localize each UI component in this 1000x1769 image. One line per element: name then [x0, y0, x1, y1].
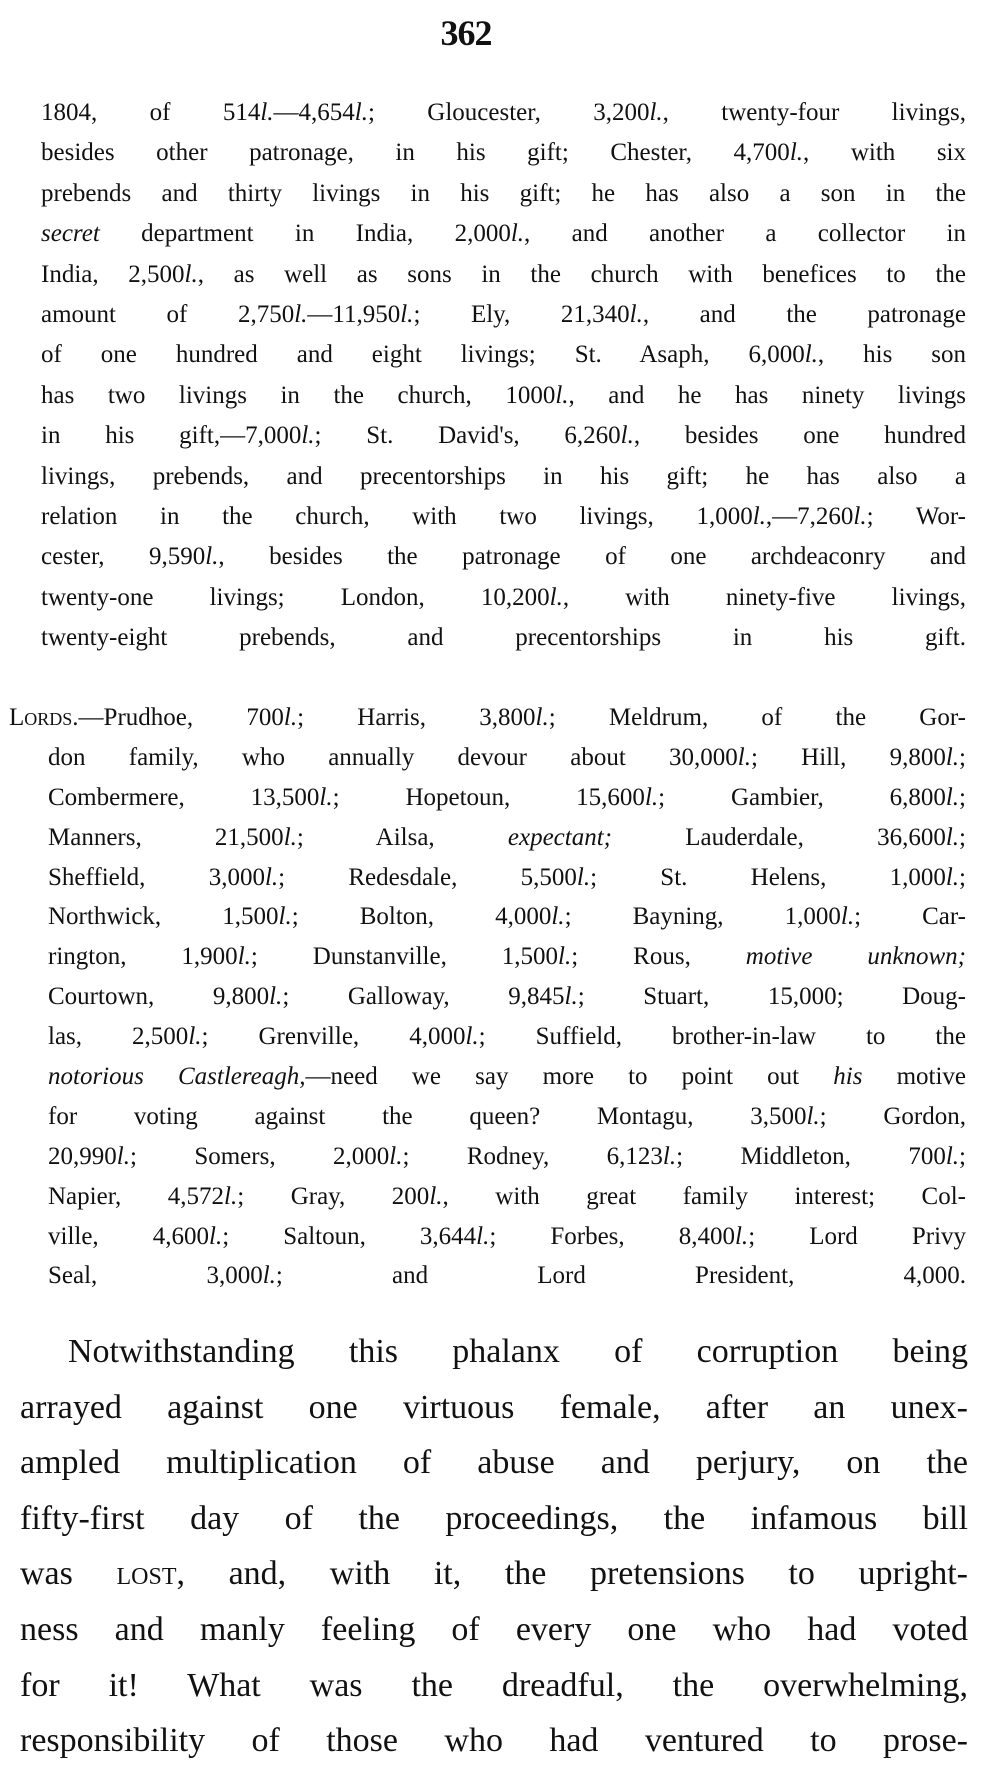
text-line: Napier, 4,572l.; Gray, 200l., with great…	[48, 1182, 966, 1210]
text-line: Manners, 21,500l.; Ailsa, expectant; Lau…	[48, 823, 966, 851]
text-line: for it! What was the dreadful, the overw…	[20, 1666, 968, 1704]
bishops-paragraph: 1804, of 514l.—4,654l.; Gloucester, 3,20…	[41, 93, 966, 658]
text-line: amount of 2,750l.—11,950l.; Ely, 21,340l…	[41, 300, 966, 328]
text-line: for voting against the queen? Montagu, 3…	[48, 1102, 966, 1130]
text-line: Lords.—Prudhoe, 700l.; Harris, 3,800l.; …	[9, 704, 966, 731]
text-line: secret department in India, 2,000l., and…	[41, 220, 966, 248]
text-line: cester, 9,590l., besides the patronage o…	[41, 543, 966, 571]
text-line: Notwithstanding this phalanx of corrupti…	[68, 1333, 968, 1370]
text-line: India, 2,500l., as well as sons in the c…	[41, 260, 966, 288]
text-line: Northwick, 1,500l.; Bolton, 4,000l.; Bay…	[48, 903, 966, 931]
text-line: Courtown, 9,800l.; Galloway, 9,845l.; St…	[48, 983, 966, 1011]
page-number: 362	[440, 13, 493, 53]
text-line: Seal, 3,000l.; and Lord President, 4,000…	[48, 1262, 966, 1290]
text-line: Sheffield, 3,000l.; Redesdale, 5,500l.; …	[48, 863, 966, 891]
text-line: ness and manly feeling of every one who …	[20, 1610, 968, 1648]
text-line: livings, prebends, and precentorships in…	[41, 462, 966, 490]
text-line: rington, 1,900l.; Dunstanville, 1,500l.;…	[48, 943, 966, 971]
text-line: prebends and thirty livings in his gift;…	[41, 179, 966, 207]
text-line: twenty-one livings; London, 10,200l., wi…	[41, 583, 966, 611]
text-line: responsibility of those who had ventured…	[20, 1722, 968, 1760]
text-line: of one hundred and eight livings; St. As…	[41, 341, 966, 369]
text-line: relation in the church, with two livings…	[41, 502, 966, 530]
text-line: 20,990l.; Somers, 2,000l.; Rodney, 6,123…	[48, 1142, 966, 1170]
text-line: don family, who annually devour about 30…	[48, 743, 966, 771]
text-line: in his gift,—7,000l.; St. David's, 6,260…	[41, 422, 966, 450]
text-line: twenty-eight prebends, and precentorship…	[41, 624, 966, 652]
closing-paragraph: Notwithstanding this phalanx of corrupti…	[20, 1324, 968, 1769]
text-line: was lost, and, with it, the pretensions …	[20, 1555, 968, 1593]
text-line: besides other patronage, in his gift; Ch…	[41, 139, 966, 167]
text-line: ampled multiplication of abuse and perju…	[20, 1444, 968, 1482]
text-line: arrayed against one virtuous female, aft…	[20, 1388, 968, 1426]
text-line: fifty-first day of the proceedings, the …	[20, 1499, 968, 1537]
text-line: notorious Castlereagh,—need we say more …	[48, 1063, 966, 1091]
lords-paragraph: Lords.—Prudhoe, 700l.; Harris, 3,800l.; …	[9, 698, 966, 1296]
text-line: 1804, of 514l.—4,654l.; Gloucester, 3,20…	[41, 99, 966, 126]
text-line: las, 2,500l.; Grenville, 4,000l.; Suffie…	[48, 1023, 966, 1051]
text-line: ville, 4,600l.; Saltoun, 3,644l.; Forbes…	[48, 1222, 966, 1250]
text-line: Combermere, 13,500l.; Hopetoun, 15,600l.…	[48, 783, 966, 811]
text-line: has two livings in the church, 1000l., a…	[41, 381, 966, 409]
